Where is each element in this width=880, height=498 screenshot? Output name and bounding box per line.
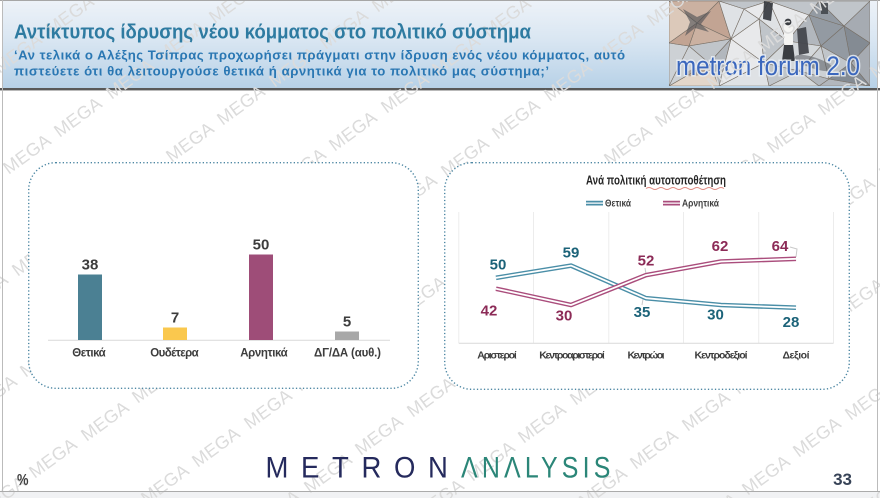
- svg-text:metron forum 2.0: metron forum 2.0: [676, 51, 860, 81]
- svg-text:ΔΓ/ΔΑ (αυθ.): ΔΓ/ΔΑ (αυθ.): [314, 348, 381, 360]
- svg-text:62: 62: [712, 238, 729, 255]
- svg-text:Ανά πολιτική αυτοτοποθέτηση: Ανά πολιτική αυτοτοποθέτηση: [586, 174, 726, 188]
- svg-text:Αρνητικά: Αρνητικά: [240, 348, 288, 360]
- svg-text:‘Αν τελικά ο Αλέξης Τσίπρας πρ: ‘Αν τελικά ο Αλέξης Τσίπρας προχωρήσει π…: [14, 48, 625, 63]
- svg-text:%: %: [17, 472, 29, 489]
- svg-text:64: 64: [772, 238, 789, 255]
- svg-text:59: 59: [563, 245, 580, 262]
- svg-text:50: 50: [253, 237, 270, 254]
- svg-text:30: 30: [707, 307, 724, 324]
- svg-text:πιστεύετε ότι θα λειτουργούσε: πιστεύετε ότι θα λειτουργούσε θετικά ή α…: [14, 64, 549, 79]
- svg-text:Αριστεροί: Αριστεροί: [477, 350, 517, 362]
- svg-text:38: 38: [82, 257, 99, 274]
- svg-text:52: 52: [638, 253, 655, 270]
- svg-text:Θετικά: Θετικά: [72, 348, 106, 360]
- svg-text:30: 30: [556, 308, 573, 325]
- svg-text:Αντίκτυπος ίδρυσης νέου κόμματ: Αντίκτυπος ίδρυσης νέου κόμματος στο πολ…: [14, 22, 532, 44]
- svg-text:50: 50: [490, 257, 507, 274]
- svg-text:Κεντροαριστεροί: Κεντροαριστεροί: [539, 350, 605, 362]
- svg-text:Αρνητικά: Αρνητικά: [682, 198, 719, 210]
- svg-text:33: 33: [833, 470, 852, 489]
- svg-text:5: 5: [343, 314, 351, 331]
- svg-text:35: 35: [634, 304, 651, 321]
- svg-text:28: 28: [783, 314, 800, 331]
- svg-text:ΛNΛLYSIS: ΛNΛLYSIS: [461, 452, 615, 485]
- svg-text:7: 7: [171, 310, 179, 327]
- svg-text:42: 42: [481, 303, 498, 320]
- svg-text:Ουδέτερα: Ουδέτερα: [150, 348, 199, 360]
- svg-text:Δεξιοί: Δεξιοί: [783, 350, 810, 362]
- svg-text:Θετικά: Θετικά: [605, 198, 631, 210]
- svg-text:Κεντρώοι: Κεντρώοι: [628, 350, 665, 362]
- svg-text:METRON: METRON: [266, 452, 461, 485]
- svg-text:Κεντροδεξιοί: Κεντροδεξιοί: [695, 350, 748, 362]
